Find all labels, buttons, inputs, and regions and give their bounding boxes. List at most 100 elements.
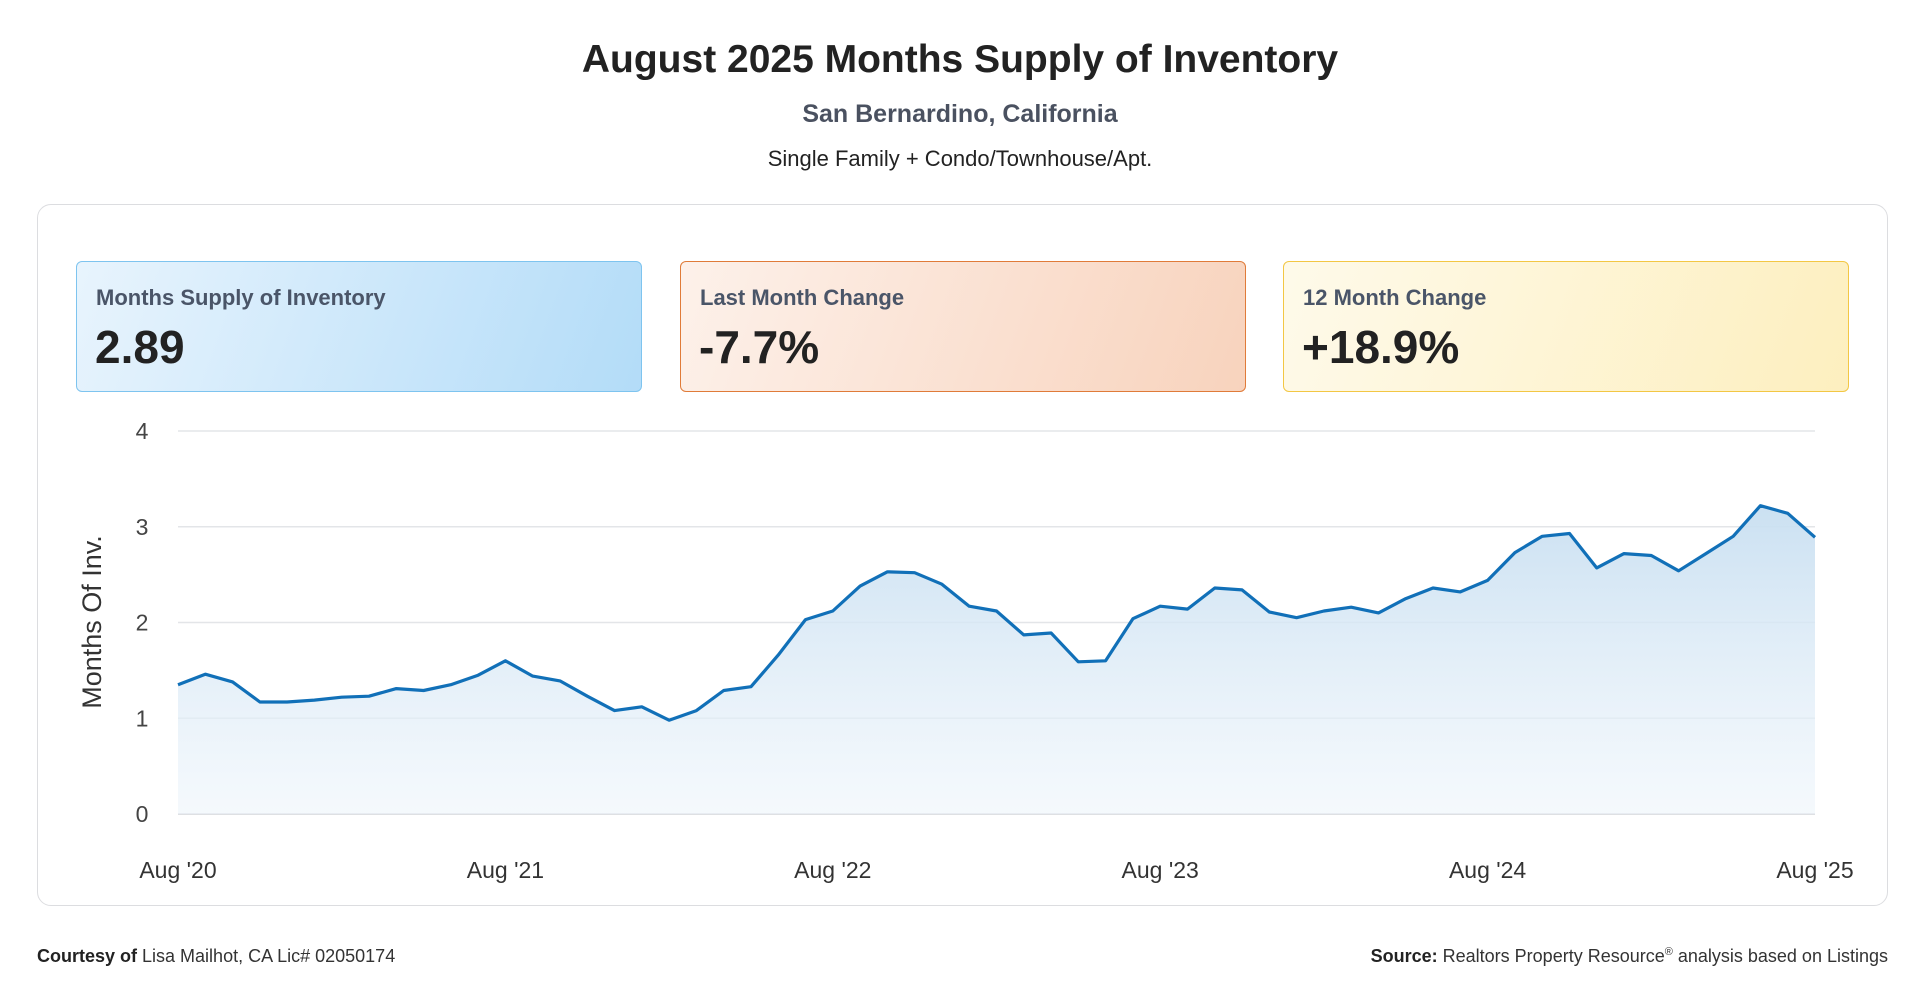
data-point xyxy=(995,609,999,613)
data-point xyxy=(858,584,862,588)
data-point xyxy=(1022,633,1026,637)
data-point xyxy=(367,694,371,698)
data-point xyxy=(1104,659,1108,663)
data-point xyxy=(1186,607,1190,611)
data-point xyxy=(913,571,917,575)
source-credit: Source: Realtors Property Resource® anal… xyxy=(1371,946,1888,967)
courtesy-label: Courtesy of xyxy=(37,946,138,966)
data-point xyxy=(176,683,180,687)
data-point xyxy=(1731,534,1735,538)
location-subtitle: San Bernardino, California xyxy=(802,100,1118,128)
kpi-label: 12 Month Change xyxy=(1303,285,1487,310)
y-tick-label: 0 xyxy=(136,801,149,827)
data-point xyxy=(503,659,507,663)
kpi-label: Months Supply of Inventory xyxy=(96,285,386,310)
data-point xyxy=(940,582,944,586)
kpi-value: -7.7% xyxy=(699,321,820,373)
data-point xyxy=(1131,617,1135,621)
data-point xyxy=(422,689,426,693)
y-tick-label: 1 xyxy=(136,705,149,731)
data-point xyxy=(776,653,780,657)
data-point xyxy=(1213,586,1217,590)
data-point xyxy=(722,689,726,693)
courtesy-text: Lisa Mailhot, CA Lic# 02050174 xyxy=(142,946,396,966)
data-point xyxy=(1076,660,1080,664)
data-point xyxy=(804,618,808,622)
chart-panel xyxy=(37,204,1888,906)
data-point xyxy=(1540,534,1544,538)
data-point xyxy=(640,705,644,709)
data-point xyxy=(340,695,344,699)
data-point xyxy=(1158,604,1162,608)
data-point xyxy=(285,700,289,704)
x-tick-label: Aug '24 xyxy=(1449,857,1526,883)
data-point xyxy=(1649,554,1653,558)
property-type-label: Single Family + Condo/Townhouse/Apt. xyxy=(767,146,1153,171)
courtesy-credit: Courtesy of Lisa Mailhot, CA Lic# 020501… xyxy=(37,946,395,967)
data-point xyxy=(1486,578,1490,582)
registered-mark: ® xyxy=(1664,946,1673,958)
data-point xyxy=(1377,611,1381,615)
x-tick-label: Aug '25 xyxy=(1776,857,1853,883)
data-point xyxy=(1704,552,1708,556)
data-point xyxy=(967,604,971,608)
kpi-card-last-month: Last Month Change -7.7% xyxy=(680,261,1246,392)
x-tick-labels: Aug '20 Aug '21 Aug '22 Aug '23 Aug '24 Aug '… xyxy=(139,857,1853,883)
data-point xyxy=(1267,610,1271,614)
kpi-card-12-month: 12 Month Change +18.9% xyxy=(1283,261,1849,392)
data-point xyxy=(831,609,835,613)
data-point xyxy=(258,700,262,704)
chart-title: August 2025 Months Supply of Inventory xyxy=(581,38,1339,81)
data-point xyxy=(1513,551,1517,555)
data-point xyxy=(1622,552,1626,556)
data-point xyxy=(1786,511,1790,515)
data-point xyxy=(1404,597,1408,601)
kpi-label: Last Month Change xyxy=(700,285,905,310)
area-series-fill xyxy=(178,505,1815,814)
data-point xyxy=(531,674,535,678)
data-point xyxy=(1568,532,1572,536)
data-point xyxy=(231,680,235,684)
x-tick-label: Aug '23 xyxy=(1122,857,1199,883)
series-line xyxy=(177,504,1817,722)
y-axis-label: Months Of Inv. xyxy=(77,535,107,709)
data-point xyxy=(1595,566,1599,570)
data-point xyxy=(394,687,398,691)
data-point xyxy=(1240,588,1244,592)
series-line-path xyxy=(177,504,1817,722)
kpi-value: +18.9% xyxy=(1302,321,1460,373)
data-point xyxy=(203,672,207,676)
data-point xyxy=(1458,590,1462,594)
data-point xyxy=(1049,631,1053,635)
y-tick-labels: 0 1 2 3 4 xyxy=(136,418,149,827)
data-point xyxy=(885,570,889,574)
data-point xyxy=(312,698,316,702)
data-point xyxy=(1295,616,1299,620)
source-suffix: analysis based on Listings xyxy=(1677,946,1888,966)
data-point xyxy=(476,673,480,677)
data-point xyxy=(1322,609,1326,613)
source-label: Source: xyxy=(1370,946,1438,966)
data-point xyxy=(1813,535,1817,539)
data-point xyxy=(1349,605,1353,609)
data-point xyxy=(449,683,453,687)
data-point xyxy=(749,685,753,689)
data-point xyxy=(558,679,562,683)
kpi-card-supply: Months Supply of Inventory 2.89 xyxy=(76,261,642,392)
data-point xyxy=(694,709,698,713)
y-tick-label: 3 xyxy=(136,514,149,540)
x-tick-label: Aug '21 xyxy=(467,857,544,883)
y-tick-label: 4 xyxy=(136,418,149,444)
data-point xyxy=(585,694,589,698)
x-tick-label: Aug '20 xyxy=(139,857,216,883)
data-point xyxy=(613,709,617,713)
data-point xyxy=(1431,586,1435,590)
source-text: Realtors Property Resource xyxy=(1442,946,1665,966)
data-point xyxy=(667,718,671,722)
y-tick-label: 2 xyxy=(136,610,149,636)
kpi-value: 2.89 xyxy=(95,321,185,373)
data-point xyxy=(1758,504,1762,508)
x-tick-label: Aug '22 xyxy=(794,857,871,883)
area-fill xyxy=(178,505,1815,814)
